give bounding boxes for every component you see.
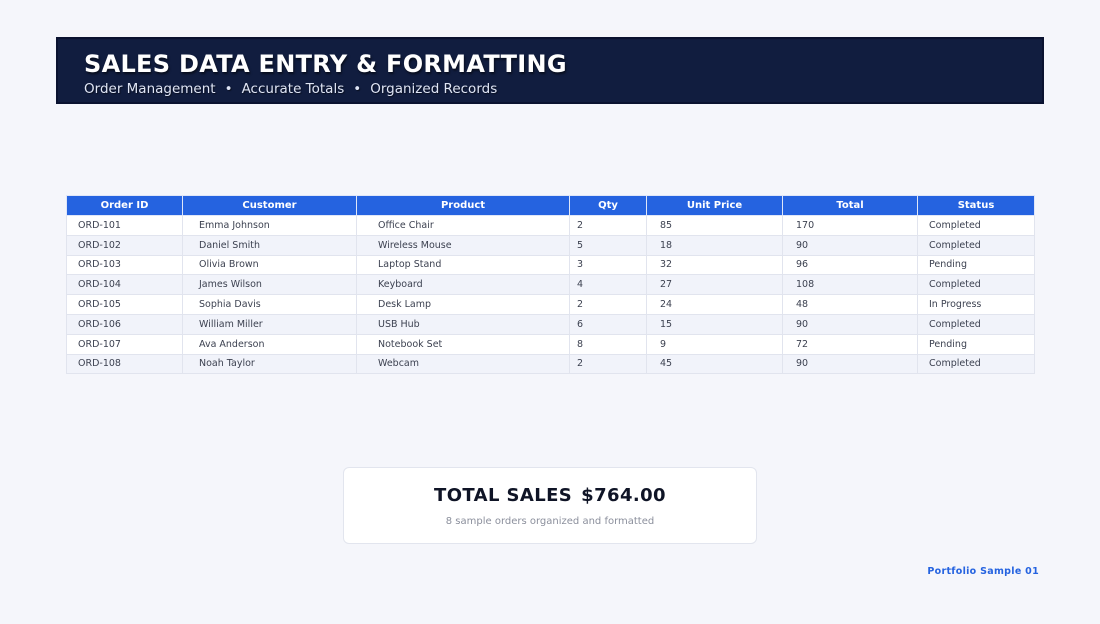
customer-cell: Ava Anderson <box>182 333 357 355</box>
sales-table: Order ID Customer Product Qty Unit Price… <box>66 195 1035 375</box>
table-row: ORD-108 Noah Taylor Webcam 2 45 90 Completed <box>66 353 1035 375</box>
order-id-cell: ORD-101 <box>66 215 183 236</box>
qty-cell: 6 <box>569 313 647 335</box>
customer-cell: Daniel Smith <box>182 234 357 256</box>
total-sales-note: 8 sample orders organized and formatted <box>445 516 655 527</box>
customer-cell: Olivia Brown <box>182 254 357 276</box>
unit-price-cell: 45 <box>646 353 783 375</box>
order-id-cell: ORD-104 <box>66 274 183 296</box>
page-title: SALES DATA ENTRY & FORMATTING <box>84 50 567 78</box>
subtitle-item-accurate-totals: Accurate Totals <box>241 81 345 97</box>
product-cell: Desk Lamp <box>356 294 570 315</box>
product-cell: Wireless Mouse <box>356 234 570 256</box>
order-id-cell: ORD-107 <box>66 333 183 355</box>
total-cell: 90 <box>782 234 918 256</box>
table-body: ORD-101 Emma Johnson Office Chair 2 85 170 Com… <box>66 215 1035 375</box>
customer-cell: Emma Johnson <box>182 215 357 236</box>
order-id-cell: ORD-108 <box>66 353 183 375</box>
product-cell: Laptop Stand <box>356 254 570 276</box>
unit-price-cell: 18 <box>646 234 783 256</box>
product-cell: Notebook Set <box>356 333 570 355</box>
product-cell: Office Chair <box>356 215 570 236</box>
column-header-qty: Qty <box>569 195 647 216</box>
table-header-row: Order ID Customer Product Qty Unit Price… <box>66 195 1035 216</box>
qty-cell: 8 <box>569 333 647 355</box>
unit-price-cell: 32 <box>646 254 783 276</box>
total-cell: 48 <box>782 294 918 315</box>
status-cell: Pending <box>917 254 1035 276</box>
subtitle-separator: • <box>224 81 233 97</box>
total-cell: 96 <box>782 254 918 276</box>
portfolio-label: Portfolio Sample 01 <box>927 566 1039 577</box>
total-sales-line: TOTAL SALES $764.00 <box>344 485 756 506</box>
table-row: ORD-105 Sophia Davis Desk Lamp 2 24 48 In Prog… <box>66 294 1035 315</box>
order-id-cell: ORD-102 <box>66 234 183 256</box>
unit-price-cell: 9 <box>646 333 783 355</box>
customer-cell: Noah Taylor <box>182 353 357 375</box>
total-cell: 90 <box>782 353 918 375</box>
order-id-cell: ORD-105 <box>66 294 183 315</box>
subtitle-item-organized-records: Organized Records <box>370 81 498 97</box>
qty-cell: 2 <box>569 294 647 315</box>
order-id-cell: ORD-106 <box>66 313 183 335</box>
table-row: ORD-103 Olivia Brown Laptop Stand 3 32 96 Pend… <box>66 254 1035 276</box>
sales-table-container: Order ID Customer Product Qty Unit Price… <box>66 195 1035 375</box>
header-banner: SALES DATA ENTRY & FORMATTING Order Mana… <box>56 37 1044 104</box>
table-row: ORD-101 Emma Johnson Office Chair 2 85 170 Com… <box>66 215 1035 236</box>
qty-cell: 4 <box>569 274 647 296</box>
qty-cell: 5 <box>569 234 647 256</box>
status-cell: Pending <box>917 333 1035 355</box>
column-header-total: Total <box>782 195 918 216</box>
column-header-order-id: Order ID <box>66 195 183 216</box>
customer-cell: Sophia Davis <box>182 294 357 315</box>
status-cell: Completed <box>917 353 1035 375</box>
table-row: ORD-107 Ava Anderson Notebook Set 8 9 72 Pendi… <box>66 333 1035 355</box>
total-sales-card: TOTAL SALES $764.00 8 sample orders organ… <box>343 467 757 544</box>
header-subtitle: Order Management • Accurate Totals • Organiz… <box>84 81 1016 97</box>
total-sales-label: TOTAL SALES <box>434 485 573 506</box>
total-sales-amount: $764.00 <box>581 485 666 506</box>
status-cell: In Progress <box>917 294 1035 315</box>
unit-price-cell: 85 <box>646 215 783 236</box>
table-row: ORD-102 Daniel Smith Wireless Mouse 5 18 90 Co… <box>66 234 1035 256</box>
subtitle-separator: • <box>353 81 362 97</box>
product-cell: USB Hub <box>356 313 570 335</box>
column-header-unit-price: Unit Price <box>646 195 783 216</box>
unit-price-cell: 24 <box>646 294 783 315</box>
status-cell: Completed <box>917 215 1035 236</box>
column-header-status: Status <box>917 195 1035 216</box>
column-header-customer: Customer <box>182 195 357 216</box>
subtitle-item-order-management: Order Management <box>84 81 216 97</box>
column-header-product: Product <box>356 195 570 216</box>
customer-cell: James Wilson <box>182 274 357 296</box>
customer-cell: William Miller <box>182 313 357 335</box>
product-cell: Webcam <box>356 353 570 375</box>
product-cell: Keyboard <box>356 274 570 296</box>
table-row: ORD-106 William Miller USB Hub 6 15 90 Complet… <box>66 313 1035 335</box>
order-id-cell: ORD-103 <box>66 254 183 276</box>
qty-cell: 2 <box>569 353 647 375</box>
table-row: ORD-104 James Wilson Keyboard 4 27 108 Complet… <box>66 274 1035 296</box>
status-cell: Completed <box>917 234 1035 256</box>
total-cell: 72 <box>782 333 918 355</box>
total-cell: 108 <box>782 274 918 296</box>
unit-price-cell: 27 <box>646 274 783 296</box>
status-cell: Completed <box>917 313 1035 335</box>
qty-cell: 2 <box>569 215 647 236</box>
status-cell: Completed <box>917 274 1035 296</box>
total-cell: 170 <box>782 215 918 236</box>
unit-price-cell: 15 <box>646 313 783 335</box>
qty-cell: 3 <box>569 254 647 276</box>
total-cell: 90 <box>782 313 918 335</box>
